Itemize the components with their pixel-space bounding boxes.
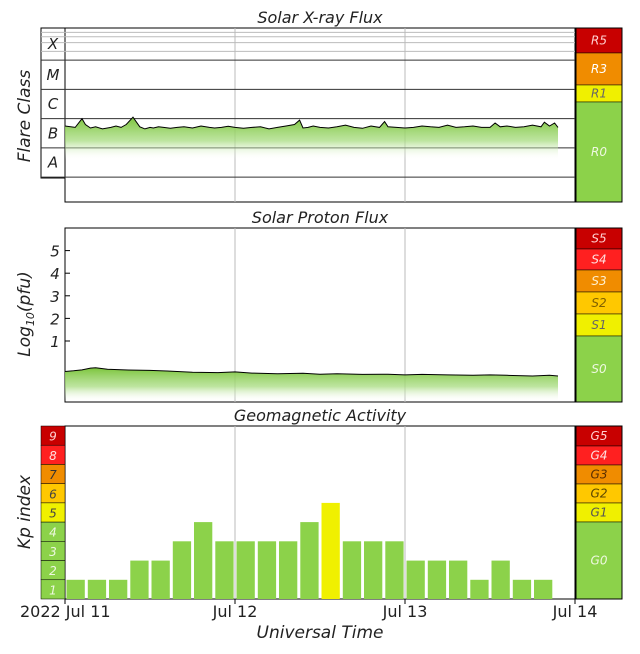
scale-label-g2: G2 — [591, 487, 608, 501]
xray-ytick: C — [48, 95, 59, 113]
kp-bar — [364, 541, 383, 599]
kp-bar — [470, 579, 489, 599]
kp-ytick: 2 — [49, 564, 57, 578]
kp-bar — [279, 541, 298, 599]
xray-ytick: B — [48, 124, 58, 142]
kp-bar — [300, 522, 319, 599]
kp-bar — [449, 560, 468, 599]
xray-plot-area — [64, 27, 576, 203]
scale-label-s2: S2 — [591, 296, 606, 310]
x-tick-label: Jul 14 — [552, 602, 598, 621]
kp-bar — [109, 579, 128, 599]
kp-bar — [257, 541, 277, 599]
proton-ytick: 4 — [50, 265, 60, 283]
scale-label-s3: S3 — [591, 274, 606, 288]
proton-ytick: 3 — [50, 288, 60, 306]
kp-title: Geomagnetic Activity — [234, 406, 407, 425]
kp-bar — [385, 541, 404, 599]
proton-panel: Solar Proton Flux Log10(pfu) 5 4 3 2 1 S5 S4 S… — [15, 208, 623, 403]
proton-ytick: 5 — [50, 243, 60, 261]
scale-label-s5: S5 — [591, 232, 606, 246]
kp-bar — [236, 541, 255, 599]
scale-label-g4: G4 — [591, 449, 608, 463]
kp-level-box — [40, 579, 66, 600]
kp-bar — [321, 502, 340, 599]
scale-box-r3 — [575, 52, 623, 86]
proton-title: Solar Proton Flux — [252, 208, 389, 227]
proton-ylabel-rest: (pfu) — [15, 271, 35, 312]
scale-frame — [575, 227, 623, 403]
kp-bar — [342, 541, 362, 599]
kp-ytick: 3 — [49, 545, 57, 559]
scale-label-r1: R1 — [591, 87, 607, 101]
proton-flux-fill — [65, 367, 558, 402]
scale-label-g1: G1 — [591, 506, 608, 520]
proton-ytick: 1 — [50, 333, 60, 351]
scale-label-r0: R0 — [591, 145, 607, 159]
scale-label-s0: S0 — [591, 362, 607, 376]
kp-bar — [534, 579, 553, 599]
scale-label-g5: G5 — [591, 429, 608, 443]
x-tick-label: Jul 13 — [382, 602, 428, 621]
scale-frame — [575, 27, 623, 203]
kp-bar — [406, 560, 425, 599]
scale-box-s0 — [575, 335, 623, 403]
kp-bar — [215, 541, 234, 599]
scale-label-r3: R3 — [591, 62, 607, 76]
kp-bar — [427, 560, 447, 599]
kp-ylabel: Kp index — [15, 474, 35, 549]
kp-bar — [151, 560, 170, 599]
scale-label-r5: R5 — [591, 34, 607, 48]
proton-ylabel-sub: 10 — [24, 312, 37, 326]
xray-ytick: X — [47, 35, 59, 53]
kp-bar — [66, 579, 85, 599]
scale-label-s4: S4 — [591, 253, 606, 267]
x-tick-label: Jul 12 — [212, 602, 258, 621]
scale-box-r0 — [575, 101, 623, 203]
proton-ylabel-base: Log — [15, 326, 35, 357]
kp-ytick: 7 — [49, 468, 57, 482]
kp-bar — [512, 579, 532, 599]
proton-ytick: 2 — [50, 310, 60, 328]
xray-ylabel: Flare Class — [15, 70, 35, 163]
kp-panel: Geomagnetic Activity Kp index 987654321 … — [15, 406, 623, 643]
kp-bar — [172, 541, 192, 599]
xray-ytick: A — [47, 154, 58, 172]
scale-label-s1: S1 — [591, 318, 606, 332]
scale-label-g3: G3 — [591, 468, 608, 482]
xray-title: Solar X-ray Flux — [257, 8, 383, 27]
kp-ytick: 8 — [49, 449, 57, 463]
kp-ytick: 4 — [49, 526, 57, 540]
kp-ytick: 1 — [49, 583, 57, 597]
x-tick-label: 2022 Jul 11 — [20, 602, 111, 621]
kp-bar — [491, 560, 510, 599]
kp-xlabel: Universal Time — [257, 623, 384, 643]
kp-bar — [130, 560, 149, 599]
kp-ytick: 9 — [49, 430, 57, 444]
xray-flux-line — [64, 116, 559, 130]
kp-bar — [87, 579, 107, 599]
kp-plot-area — [64, 425, 576, 600]
kp-bar — [194, 522, 213, 599]
proton-flux-line — [64, 367, 559, 377]
kp-ytick: 6 — [49, 487, 57, 501]
kp-ytick: 5 — [49, 507, 57, 521]
proton-ylabel: Log10(pfu) — [15, 271, 37, 357]
xray-class-column — [40, 27, 66, 179]
scale-box-g0 — [575, 521, 623, 600]
xray-ytick: M — [47, 66, 60, 84]
scale-frame — [575, 425, 623, 600]
scale-label-g0: G0 — [591, 554, 608, 568]
